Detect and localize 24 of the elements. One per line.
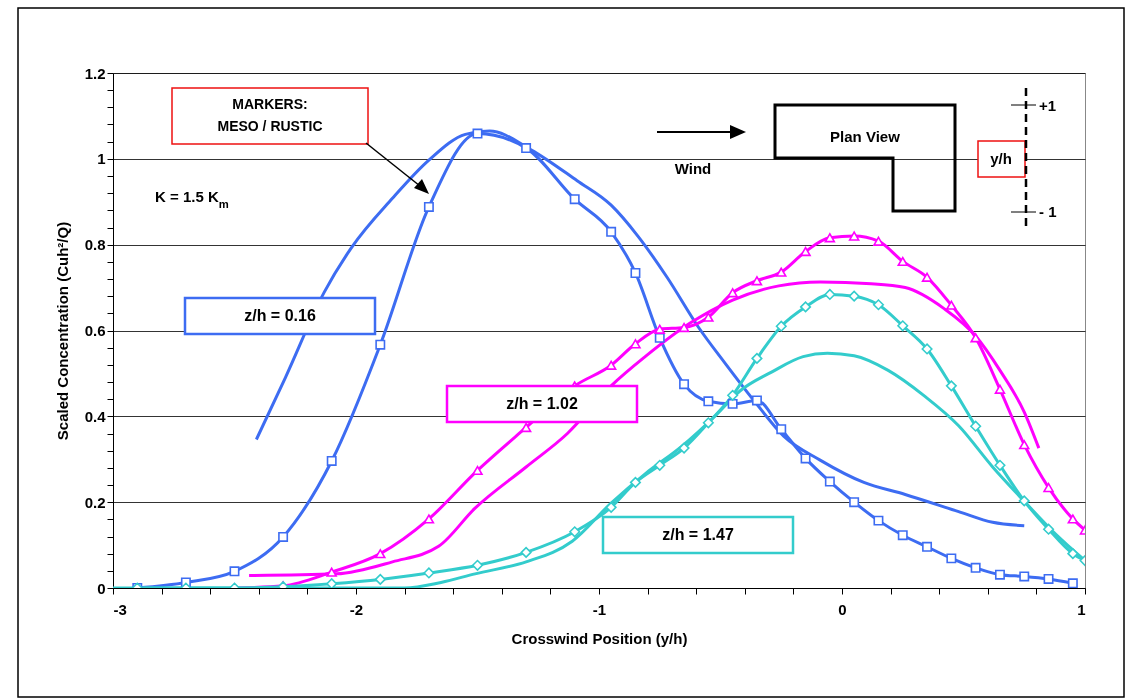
annotation: Wind [674,160,712,177]
x-tick-label: 0 [838,600,847,618]
x-tick-label: 1 [1077,600,1086,618]
y-tick-label: 0.6 [84,322,106,339]
annotation: K = 1.5 K$_{m}$ [155,188,229,210]
annotation: Plan View [830,128,901,145]
annotation: z/h = 1.47 [662,526,734,543]
y-tick-label: 0.4 [84,407,107,425]
annotation: z/h = 1.02 [506,395,578,412]
annotation: y/h [990,150,1012,167]
y-tick-label: 0.8 [84,236,106,254]
annotation: - 1 [1039,203,1057,220]
annotation: z/h = 0.16 [244,307,316,324]
y-tick-label: 0.2 [84,493,106,511]
y-tick-label: 1.2 [84,64,106,82]
annotation: MARKERS: MESO / RUSTIC [217,96,323,134]
x-tick-label: -1 [592,600,607,618]
x-axis-title: Crosswind Position (y/h) [511,629,688,647]
x-tick-label: -2 [349,600,364,618]
y-axis-title: Scaled Concentration (Cuh²/Q) [53,221,71,441]
y-tick-label: 1 [97,150,106,168]
x-tick-label: -3 [113,600,127,618]
y-tick-label: 0 [97,579,106,597]
annotation: +1 [1039,97,1057,114]
